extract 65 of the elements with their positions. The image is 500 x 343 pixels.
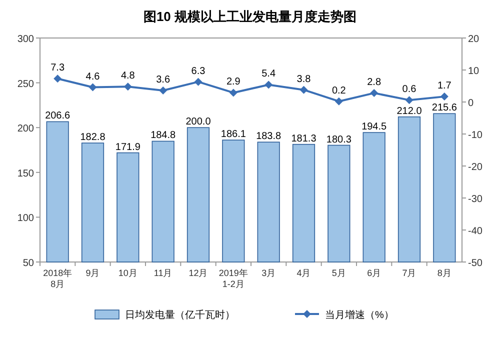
y2-tick-label: -50 bbox=[468, 258, 483, 269]
data-label: 7.3 bbox=[50, 62, 65, 74]
data-label: 186.1 bbox=[220, 129, 246, 140]
legend-label: 当月增速（%） bbox=[325, 309, 394, 321]
y-tick-label: 300 bbox=[17, 34, 34, 45]
y-tick-label: 150 bbox=[17, 168, 34, 180]
x-tick-label: 6月 bbox=[367, 268, 382, 278]
y2-tick-label: -20 bbox=[468, 162, 483, 173]
data-label: 182.8 bbox=[80, 132, 106, 144]
data-label: 3.6 bbox=[156, 74, 170, 86]
data-label: 5.4 bbox=[262, 68, 276, 80]
point bbox=[300, 86, 308, 94]
y-tick-label: 100 bbox=[17, 213, 34, 224]
data-label: 6.3 bbox=[191, 66, 206, 77]
point bbox=[264, 80, 273, 89]
point bbox=[229, 88, 238, 97]
x-tick-label: 2018年 8月 bbox=[43, 268, 72, 289]
point bbox=[194, 78, 202, 86]
data-label: 181.3 bbox=[291, 133, 317, 144]
point bbox=[440, 92, 448, 101]
y2-tick-label: 10 bbox=[468, 66, 480, 77]
x-tick-label: 3月 bbox=[262, 268, 276, 278]
x-tick-label: 5月 bbox=[332, 268, 346, 278]
y2-tick-label: -10 bbox=[468, 130, 483, 141]
data-label: 2.9 bbox=[226, 76, 241, 88]
data-label: 180.3 bbox=[326, 134, 352, 146]
y2-tick-label: 0 bbox=[468, 98, 474, 109]
x-tick-label: 10月 bbox=[118, 268, 138, 278]
data-label: 183.8 bbox=[256, 131, 282, 142]
x-tick-label: 7月 bbox=[402, 268, 416, 278]
y-tick-label: 50 bbox=[22, 258, 34, 269]
x-tick-label: 8月 bbox=[437, 268, 452, 278]
y2-tick-label: 20 bbox=[468, 34, 480, 45]
x-tick-label: 2019年 1-2月 bbox=[218, 268, 248, 289]
y-tick-label: 250 bbox=[17, 78, 34, 90]
data-label: 4.6 bbox=[86, 71, 100, 82]
legend-label: 日均发电量（亿千瓦时） bbox=[125, 309, 235, 321]
data-label: 215.6 bbox=[432, 102, 458, 114]
point bbox=[405, 96, 414, 104]
data-label: 2.8 bbox=[367, 77, 382, 88]
point bbox=[124, 82, 132, 91]
y2-tick-label: -30 bbox=[468, 194, 483, 205]
y-tick-label: 200 bbox=[17, 124, 34, 135]
data-label: 0.6 bbox=[402, 84, 417, 96]
point bbox=[54, 74, 62, 83]
point bbox=[159, 86, 168, 94]
x-tick-label: 9月 bbox=[86, 268, 100, 278]
chart-title: 图10 规模以上工业发电量月度走势图 bbox=[143, 9, 357, 24]
x-tick-label: 11月 bbox=[154, 268, 172, 278]
y2-tick-label: -40 bbox=[468, 226, 483, 237]
point bbox=[370, 89, 378, 98]
data-label: 0.2 bbox=[332, 85, 346, 96]
data-label: 184.8 bbox=[150, 130, 176, 142]
point bbox=[334, 97, 343, 106]
data-label: 4.8 bbox=[120, 70, 136, 82]
data-label: 171.9 bbox=[115, 142, 141, 153]
x-tick-label: 12月 bbox=[188, 268, 208, 278]
point bbox=[88, 83, 97, 92]
data-label: 206.6 bbox=[45, 110, 71, 122]
data-label: 1.7 bbox=[437, 80, 452, 92]
data-label: 212.0 bbox=[396, 106, 422, 117]
data-label: 200.0 bbox=[186, 116, 212, 128]
data-label: 194.5 bbox=[362, 122, 388, 133]
x-tick-label: 4月 bbox=[296, 268, 311, 278]
data-label: 3.8 bbox=[296, 74, 312, 85]
